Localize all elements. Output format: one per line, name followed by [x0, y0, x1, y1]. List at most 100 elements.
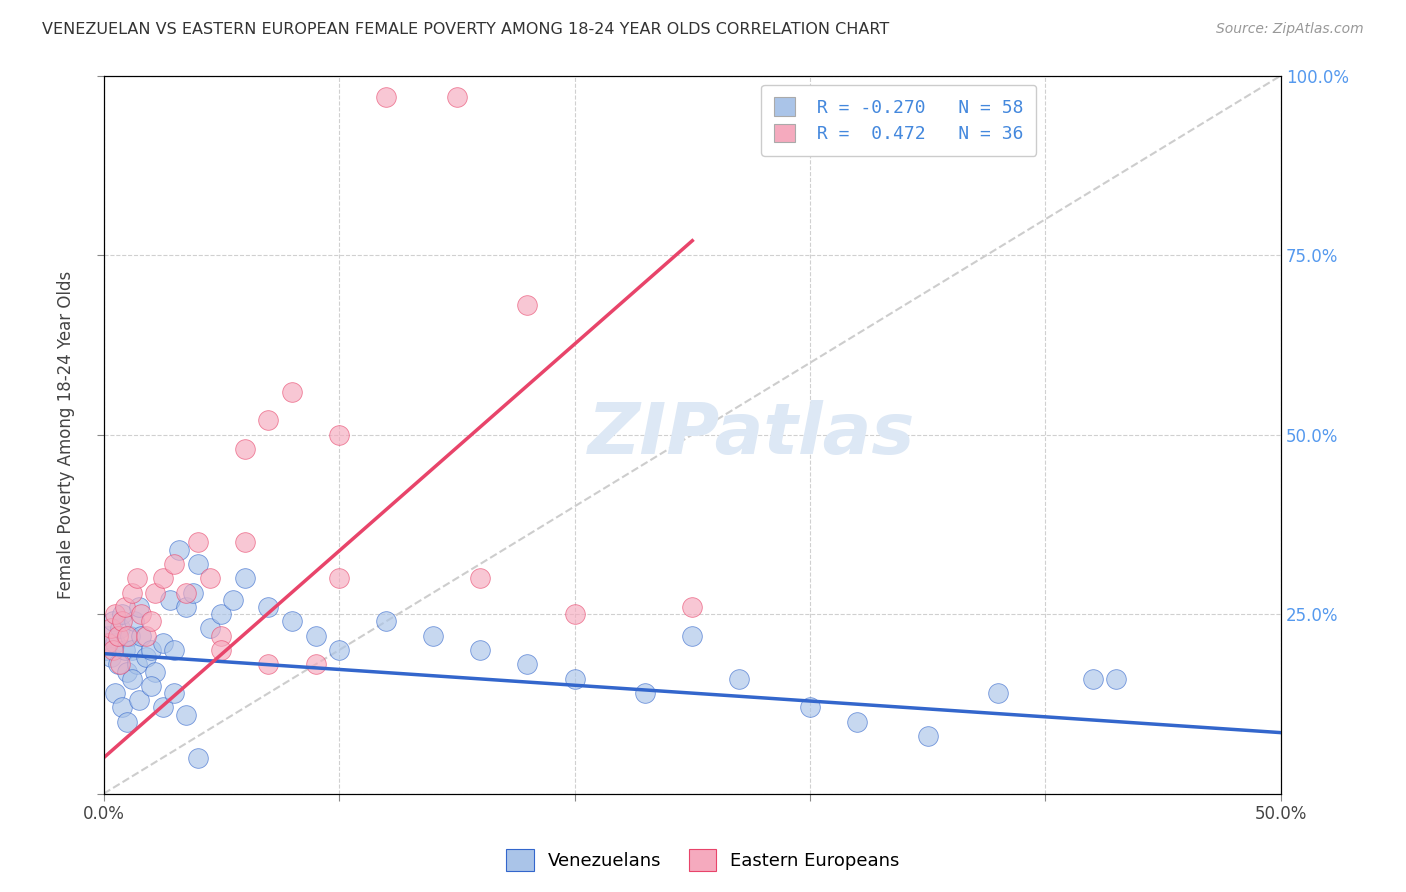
Point — [634, 686, 657, 700]
Point — [121, 672, 143, 686]
Point — [121, 585, 143, 599]
Point — [128, 599, 150, 614]
Point — [257, 599, 280, 614]
Point — [163, 557, 186, 571]
Point — [187, 557, 209, 571]
Point — [167, 542, 190, 557]
Point — [209, 643, 232, 657]
Point — [1081, 672, 1104, 686]
Point — [115, 629, 138, 643]
Point — [111, 607, 134, 621]
Point — [281, 615, 304, 629]
Point — [375, 90, 398, 104]
Point — [470, 643, 492, 657]
Point — [181, 585, 204, 599]
Point — [128, 693, 150, 707]
Point — [187, 535, 209, 549]
Point — [163, 686, 186, 700]
Point — [125, 571, 148, 585]
Point — [846, 714, 869, 729]
Point — [115, 714, 138, 729]
Point — [121, 643, 143, 657]
Point — [139, 615, 162, 629]
Point — [159, 592, 181, 607]
Text: ZIPatlas: ZIPatlas — [588, 401, 915, 469]
Point — [104, 636, 127, 650]
Point — [115, 665, 138, 679]
Point — [122, 615, 145, 629]
Point — [209, 607, 232, 621]
Point — [118, 629, 141, 643]
Text: VENEZUELAN VS EASTERN EUROPEAN FEMALE POVERTY AMONG 18-24 YEAR OLDS CORRELATION : VENEZUELAN VS EASTERN EUROPEAN FEMALE PO… — [42, 22, 890, 37]
Point — [139, 643, 162, 657]
Point — [917, 729, 939, 743]
Point — [174, 707, 197, 722]
Point — [728, 672, 751, 686]
Point — [470, 571, 492, 585]
Point — [328, 571, 350, 585]
Point — [564, 607, 586, 621]
Point — [145, 665, 167, 679]
Point — [125, 657, 148, 672]
Point — [135, 629, 157, 643]
Point — [174, 585, 197, 599]
Point — [104, 686, 127, 700]
Point — [1105, 672, 1128, 686]
Point — [97, 636, 120, 650]
Text: Source: ZipAtlas.com: Source: ZipAtlas.com — [1216, 22, 1364, 37]
Point — [174, 599, 197, 614]
Point — [222, 592, 245, 607]
Point — [107, 629, 129, 643]
Point — [101, 643, 124, 657]
Legend:  R = -0.270   N = 58,  R =  0.472   N = 36: R = -0.270 N = 58, R = 0.472 N = 36 — [761, 85, 1036, 156]
Point — [328, 643, 350, 657]
Point — [257, 413, 280, 427]
Point — [446, 90, 468, 104]
Point — [131, 629, 153, 643]
Point — [281, 384, 304, 399]
Point — [564, 672, 586, 686]
Point — [422, 629, 444, 643]
Point — [516, 298, 538, 312]
Point — [198, 571, 221, 585]
Point — [198, 622, 221, 636]
Point — [187, 751, 209, 765]
Point — [681, 629, 703, 643]
Point — [139, 679, 162, 693]
Point — [233, 442, 256, 456]
Point — [100, 622, 122, 636]
Point — [304, 629, 326, 643]
Point — [131, 607, 153, 621]
Point — [114, 599, 136, 614]
Point — [233, 535, 256, 549]
Point — [328, 427, 350, 442]
Legend: Venezuelans, Eastern Europeans: Venezuelans, Eastern Europeans — [499, 842, 907, 879]
Point — [516, 657, 538, 672]
Point — [375, 615, 398, 629]
Point — [135, 650, 157, 665]
Point — [94, 643, 117, 657]
Point — [304, 657, 326, 672]
Point — [233, 571, 256, 585]
Point — [111, 700, 134, 714]
Point — [152, 571, 174, 585]
Y-axis label: Female Poverty Among 18-24 Year Olds: Female Poverty Among 18-24 Year Olds — [58, 270, 75, 599]
Point — [108, 622, 131, 636]
Point — [209, 629, 232, 643]
Point — [152, 700, 174, 714]
Point — [257, 657, 280, 672]
Point — [100, 650, 122, 665]
Point — [681, 599, 703, 614]
Point — [97, 629, 120, 643]
Point — [101, 615, 124, 629]
Point — [145, 585, 167, 599]
Point — [152, 636, 174, 650]
Point — [111, 615, 134, 629]
Point — [163, 643, 186, 657]
Point — [108, 657, 131, 672]
Point — [799, 700, 821, 714]
Point — [104, 607, 127, 621]
Point — [107, 657, 129, 672]
Point — [114, 643, 136, 657]
Point — [987, 686, 1010, 700]
